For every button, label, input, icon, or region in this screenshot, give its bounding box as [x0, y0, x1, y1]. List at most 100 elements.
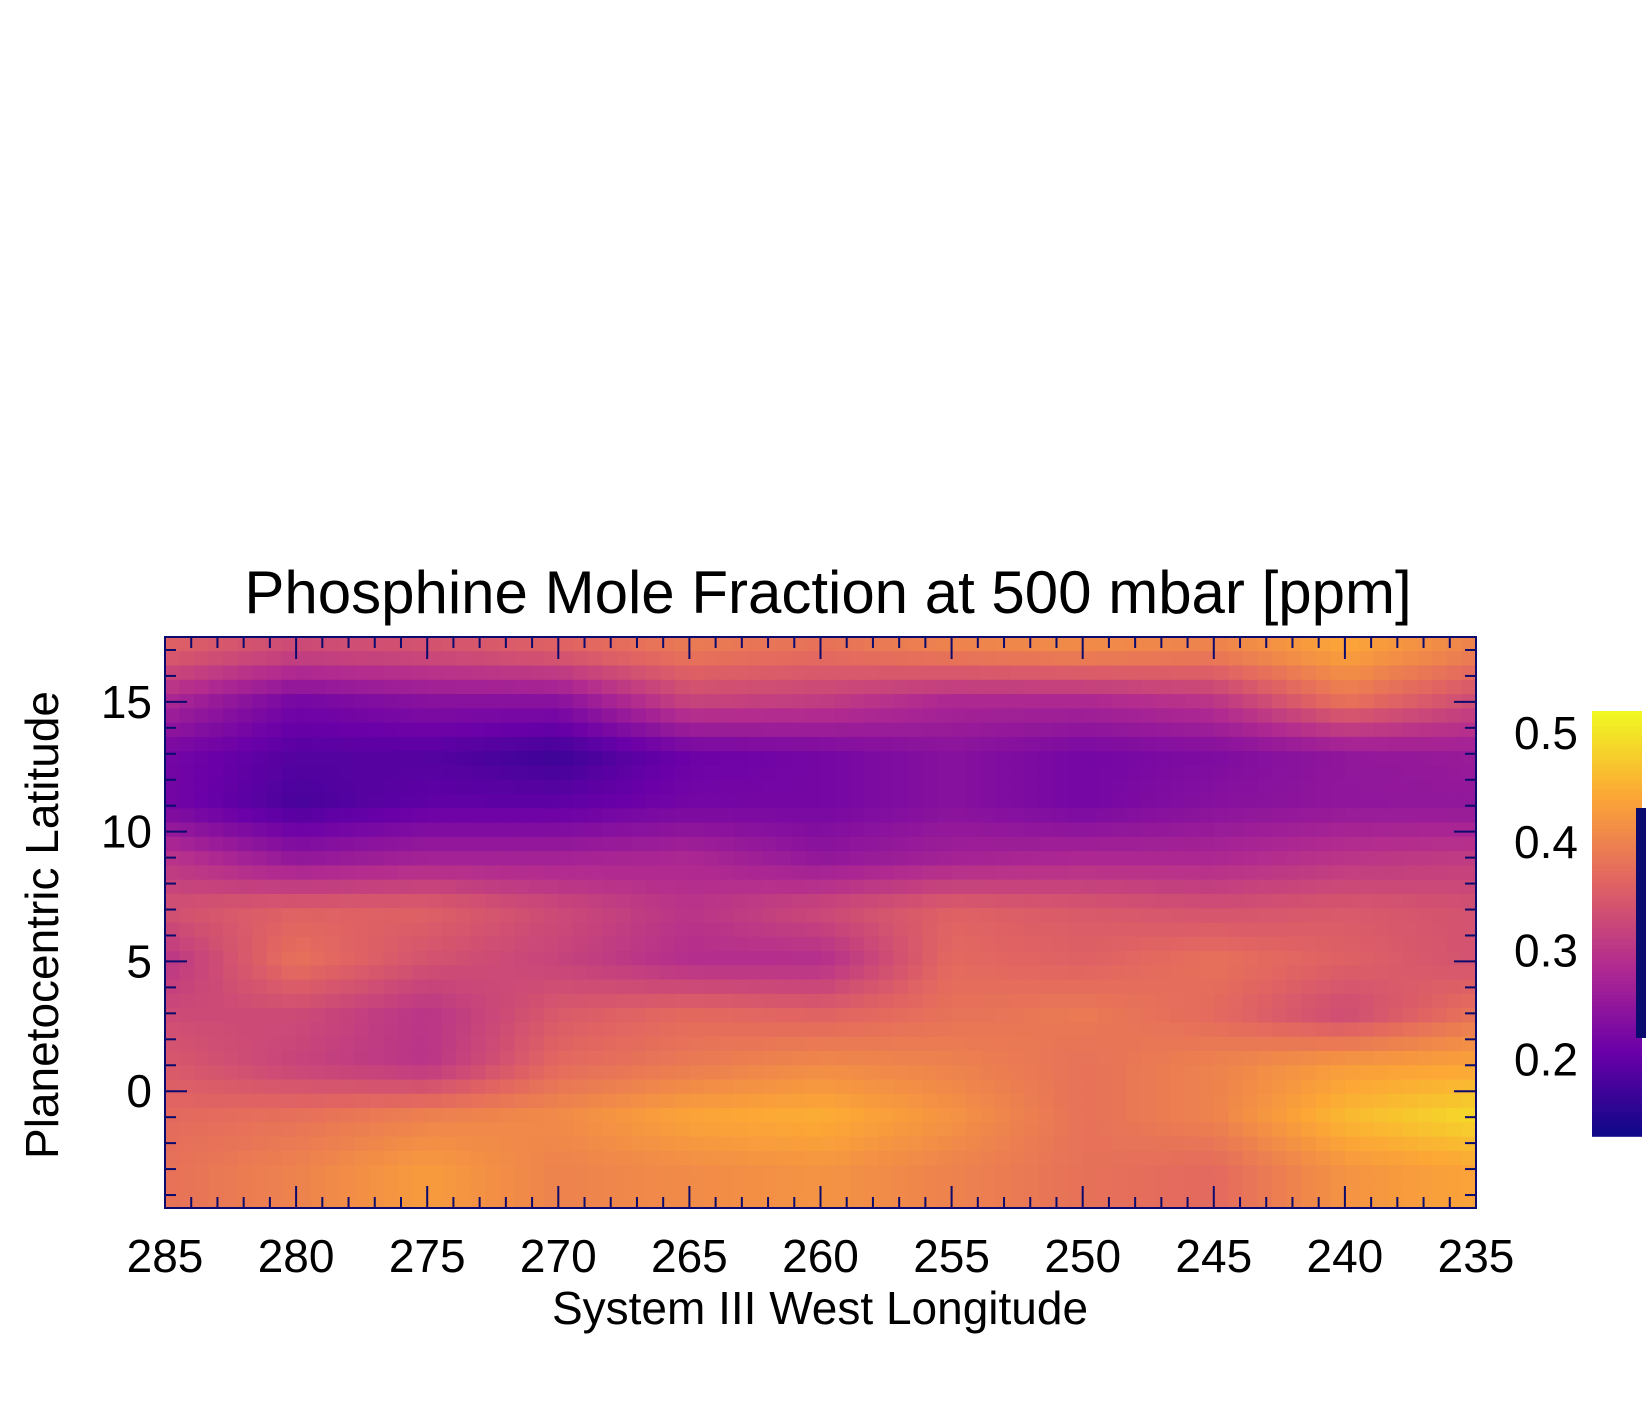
heatmap-cell: [266, 722, 283, 738]
heatmap-cell: [412, 1079, 428, 1095]
heatmap-cell: [645, 808, 662, 824]
heatmap-cell: [1344, 1136, 1361, 1152]
heatmap-cell: [456, 751, 472, 767]
heatmap-cell: [208, 836, 225, 852]
heatmap-cell: [1344, 1193, 1361, 1209]
heatmap-cell: [1009, 865, 1026, 881]
heatmap-cell: [368, 936, 385, 952]
heatmap-cell: [252, 679, 268, 695]
heatmap-cell: [500, 822, 516, 838]
heatmap-cell: [1374, 1108, 1390, 1124]
heatmap-cell: [1039, 979, 1055, 995]
heatmap-cell: [1039, 651, 1055, 667]
heatmap-cell: [165, 1122, 181, 1138]
heatmap-cell: [995, 879, 1011, 895]
heatmap-cell: [310, 1122, 327, 1138]
heatmap-cell: [966, 779, 982, 795]
heatmap-cell: [398, 722, 414, 738]
heatmap-cell: [674, 1179, 691, 1195]
heatmap-cell: [208, 979, 225, 995]
heatmap-cell: [441, 1022, 458, 1038]
heatmap-cell: [747, 851, 764, 867]
heatmap-cell: [616, 722, 632, 738]
heatmap-cell: [1199, 694, 1215, 710]
heatmap-cell: [1272, 794, 1288, 810]
heatmap-cell: [849, 708, 865, 724]
heatmap-cell: [1097, 1122, 1113, 1138]
heatmap-cell: [602, 1022, 618, 1038]
heatmap-cell: [1184, 1050, 1201, 1067]
heatmap-cell: [354, 1050, 370, 1067]
heatmap-cell: [368, 1036, 385, 1052]
heatmap-cell: [1009, 1008, 1026, 1024]
heatmap-cell: [1097, 851, 1113, 867]
heatmap-cell: [1344, 1050, 1361, 1067]
heatmap-cell: [1039, 936, 1055, 952]
heatmap-cell: [412, 708, 428, 724]
heatmap-cell: [1286, 708, 1302, 724]
heatmap-cell: [1228, 936, 1244, 952]
heatmap-cell: [427, 722, 443, 738]
colorbar-segment: [1592, 803, 1642, 808]
heatmap-cell: [1272, 1008, 1288, 1024]
heatmap-cell: [631, 965, 647, 981]
heatmap-cell: [1272, 637, 1288, 653]
heatmap-cell: [587, 1093, 603, 1109]
heatmap-cell: [1257, 1179, 1273, 1195]
heatmap-cell: [208, 808, 225, 824]
heatmap-cell: [1417, 637, 1434, 653]
heatmap-cell: [383, 1165, 399, 1181]
heatmap-cell: [1461, 1008, 1477, 1024]
heatmap-cell: [689, 1122, 705, 1138]
colorbar-segment: [1592, 1019, 1642, 1024]
heatmap-cell: [266, 836, 283, 852]
heatmap-cell: [179, 708, 195, 724]
heatmap-cell: [500, 665, 516, 681]
heatmap-cell: [660, 822, 676, 838]
heatmap-cell: [1432, 651, 1448, 667]
heatmap-cell: [1315, 1150, 1332, 1166]
heatmap-cell: [1344, 1079, 1361, 1095]
heatmap-cell: [1199, 936, 1215, 952]
heatmap-cell: [602, 951, 618, 967]
heatmap-cell: [878, 679, 895, 695]
heatmap-cell: [922, 965, 938, 981]
heatmap-cell: [514, 1079, 530, 1095]
heatmap-cell: [398, 1008, 414, 1024]
heatmap-cell: [441, 1079, 458, 1095]
heatmap-cell: [339, 1036, 356, 1052]
heatmap-cell: [645, 722, 662, 738]
heatmap-cell: [1155, 808, 1171, 824]
heatmap-cell: [1315, 1108, 1332, 1124]
heatmap-cell: [1272, 1022, 1288, 1038]
heatmap-cell: [718, 836, 734, 852]
heatmap-cell: [339, 1065, 356, 1081]
heatmap-cell: [194, 708, 210, 724]
heatmap-cell: [1315, 665, 1332, 681]
heatmap-cell: [1155, 1008, 1171, 1024]
heatmap-cell: [864, 1108, 880, 1124]
heatmap-cell: [820, 808, 836, 824]
heatmap-cell: [762, 851, 778, 867]
x-tick-label: 270: [520, 1230, 597, 1282]
heatmap-cell: [966, 1050, 982, 1067]
heatmap-cell: [1199, 765, 1215, 781]
heatmap-cell: [718, 1036, 734, 1052]
heatmap-cell: [718, 1050, 734, 1067]
heatmap-cell: [1301, 993, 1317, 1009]
heatmap-cell: [1039, 865, 1055, 881]
heatmap-cell: [1330, 1179, 1346, 1195]
heatmap-cell: [1039, 1193, 1055, 1209]
heatmap-cell: [864, 794, 880, 810]
heatmap-cell: [383, 879, 399, 895]
heatmap-cell: [1184, 1179, 1201, 1195]
heatmap-cell: [1315, 736, 1332, 752]
heatmap-cell: [1228, 794, 1244, 810]
heatmap-cell: [1417, 965, 1434, 981]
heatmap-cell: [296, 651, 312, 667]
heatmap-cell: [849, 1065, 865, 1081]
heatmap-cell: [791, 694, 807, 710]
heatmap-cell: [645, 1093, 662, 1109]
heatmap-cell: [762, 1065, 778, 1081]
heatmap-cell: [1403, 1165, 1419, 1181]
